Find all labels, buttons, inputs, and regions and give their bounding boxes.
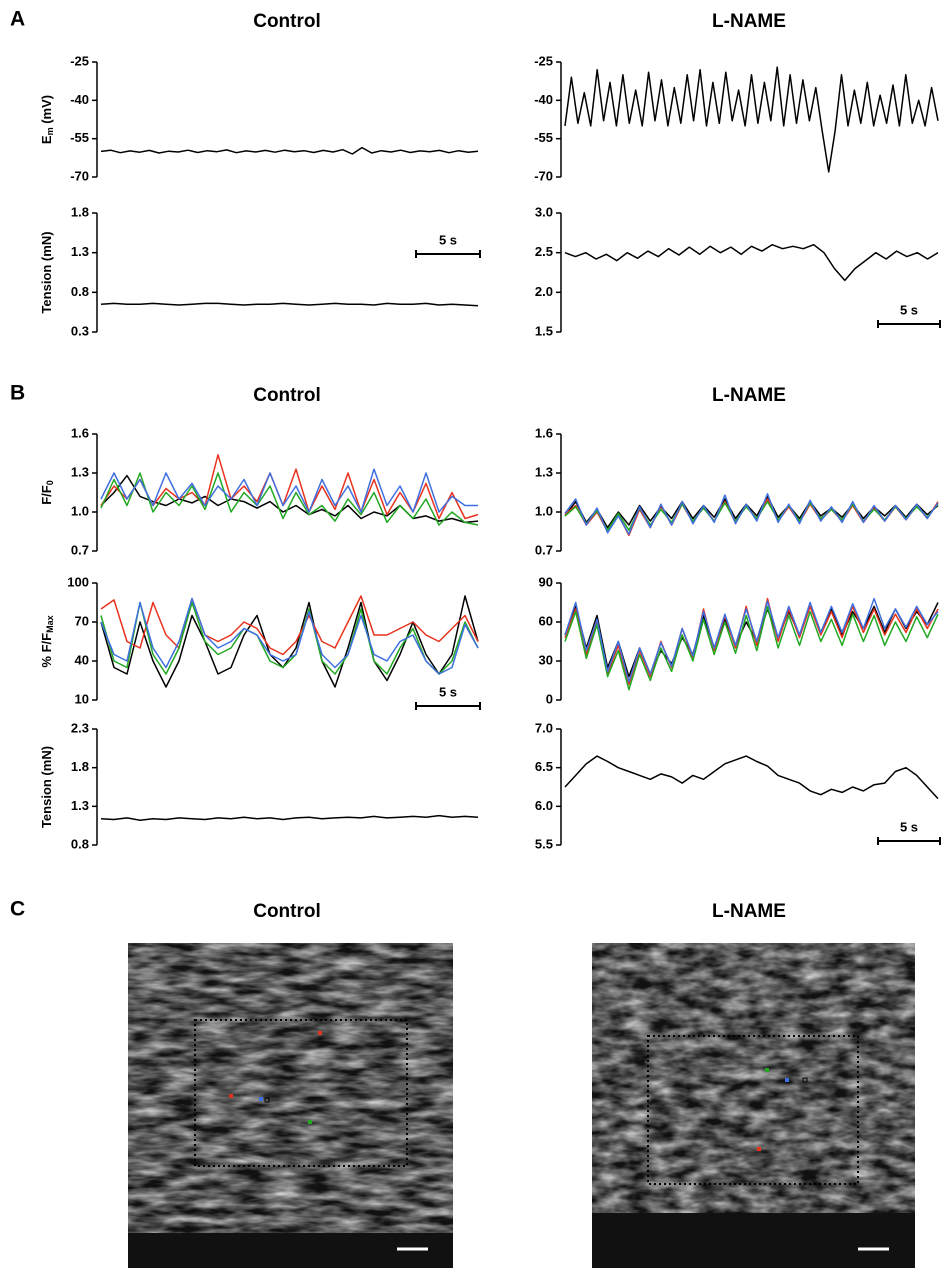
y-tick-label: 60 (539, 613, 553, 628)
y-tick-label: 90 (539, 574, 553, 589)
y-tick-label: 0.8 (71, 836, 89, 851)
y-tick-label: -70 (534, 168, 553, 183)
y-axis-label-part: Tension (mN) (39, 746, 54, 828)
y-tick-label: -25 (534, 53, 553, 68)
scale-bar-label: 5 s (439, 684, 457, 699)
y-tick-label: 1.8 (71, 759, 89, 774)
scale-bar (877, 837, 941, 845)
y-axis-label: % F/FMax (39, 615, 55, 667)
column-title: L-NAME (712, 11, 786, 32)
trace (564, 66, 939, 173)
trace (100, 472, 479, 526)
column-title: L-NAME (712, 901, 786, 922)
scale-bar-label: 5 s (439, 232, 457, 247)
scale-bar-label: 5 s (900, 819, 918, 834)
y-tick-label: 1.3 (535, 464, 553, 479)
y-tick-label: 40 (75, 652, 89, 667)
trace (100, 468, 478, 513)
y-axis-label-part: m (45, 127, 55, 135)
y-tick-label: 6.0 (535, 798, 553, 813)
y-axis-label: Tension (mN) (39, 231, 54, 313)
y-tick-label: 5.5 (535, 836, 553, 851)
y-axis-label: Tension (mN) (39, 746, 54, 828)
y-axis-label: Em (mV) (39, 95, 55, 144)
y-tick-label: 1.6 (71, 425, 89, 440)
column-title: Control (253, 385, 321, 406)
scale-bar (415, 702, 481, 710)
column-title: Control (253, 11, 321, 32)
micrograph-control (128, 943, 453, 1268)
scale-bar-label: 5 s (900, 302, 918, 317)
scale-bar (877, 320, 941, 328)
y-axis-label-part: F/F (39, 485, 54, 505)
trace (564, 605, 939, 691)
y-tick-label: 1.0 (535, 503, 553, 518)
y-axis-label-part: (mV) (39, 95, 54, 128)
y-axis-label-part: Tension (mN) (39, 231, 54, 313)
y-tick-label: -55 (534, 130, 553, 145)
y-axis-label-part: Max (45, 615, 55, 633)
trace (564, 597, 939, 683)
y-tick-label: 1.5 (535, 323, 553, 338)
panel-letter: B (10, 382, 25, 405)
column-title: Control (253, 901, 321, 922)
y-tick-label: 7.0 (535, 720, 553, 735)
y-axis-label-part: % F/F (39, 633, 54, 668)
trace (564, 597, 939, 686)
y-tick-label: 2.0 (535, 284, 553, 299)
y-tick-label: 0.8 (71, 284, 89, 299)
y-tick-label: 0.7 (535, 542, 553, 557)
y-tick-label: 3.0 (535, 204, 553, 219)
trace (100, 595, 479, 688)
y-tick-label: 1.0 (71, 503, 89, 518)
y-tick-label: 0 (546, 691, 553, 706)
panel-letter: A (10, 8, 25, 31)
y-tick-label: -25 (70, 53, 89, 68)
y-tick-label: 0.7 (71, 542, 89, 557)
trace (564, 493, 939, 535)
trace (100, 814, 479, 822)
trace (100, 597, 479, 675)
y-tick-label: -70 (70, 168, 89, 183)
y-tick-label: 70 (75, 613, 89, 628)
y-tick-label: 30 (539, 652, 553, 667)
y-axis-label: F/F0 (39, 480, 55, 505)
micrograph-l-name (592, 943, 915, 1268)
trace (564, 755, 939, 800)
scale-bar (415, 250, 481, 258)
trace (100, 146, 479, 155)
y-tick-label: -40 (534, 92, 553, 107)
y-tick-label: 100 (67, 574, 89, 589)
y-tick-label: 1.8 (71, 204, 89, 219)
y-tick-label: 1.3 (71, 798, 89, 813)
trace (100, 601, 479, 675)
trace (100, 302, 479, 307)
y-tick-label: 2.3 (71, 720, 89, 735)
panel-letter: C (10, 898, 25, 921)
y-tick-label: 1.3 (71, 244, 89, 259)
y-tick-label: -55 (70, 130, 89, 145)
trace (100, 474, 479, 524)
y-tick-label: 2.5 (535, 244, 553, 259)
y-tick-label: 0.3 (71, 323, 89, 338)
y-axis-label-part: 0 (45, 480, 55, 485)
y-tick-label: 1.3 (71, 464, 89, 479)
y-axis-label-part: E (39, 135, 54, 144)
y-tick-label: 1.6 (535, 425, 553, 440)
trace (100, 595, 479, 656)
y-tick-label: 10 (75, 691, 89, 706)
y-tick-label: 6.5 (535, 759, 553, 774)
column-title: L-NAME (712, 385, 786, 406)
trace (564, 243, 939, 282)
y-tick-label: -40 (70, 92, 89, 107)
